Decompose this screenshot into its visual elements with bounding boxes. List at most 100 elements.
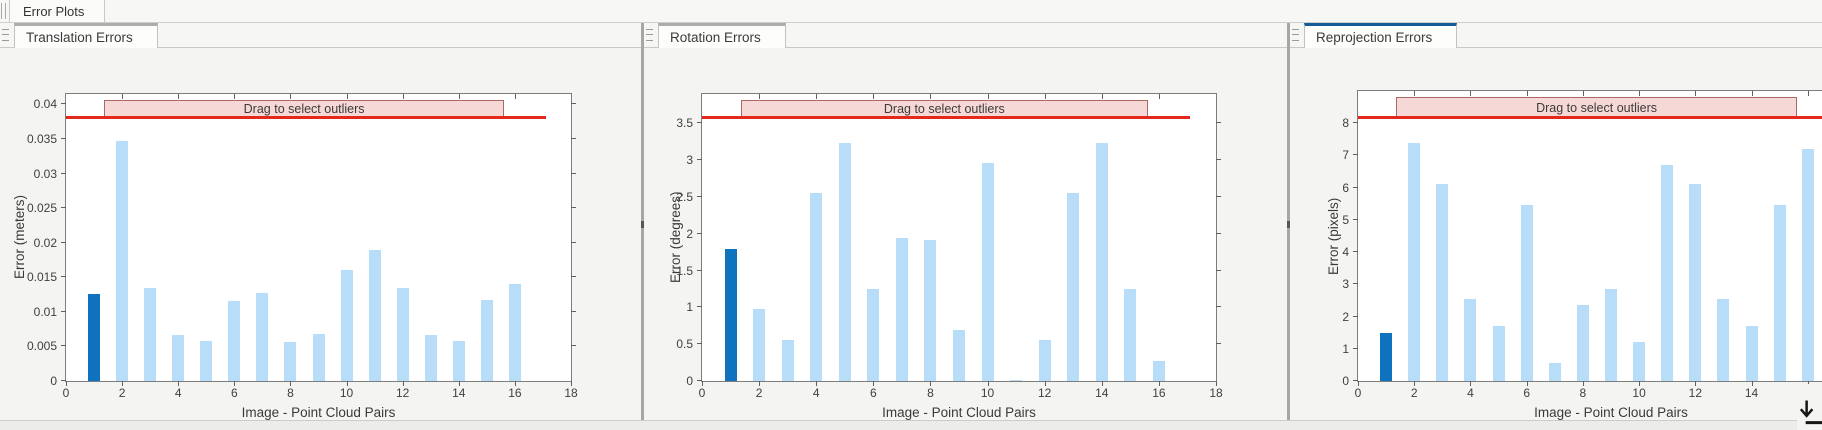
x-tick-mark: [122, 381, 124, 386]
bar-pair-14[interactable]: [1095, 142, 1108, 381]
bar-pair-15[interactable]: [1773, 205, 1786, 381]
x-tick-mark-top: [1526, 91, 1528, 96]
bar-pair-9[interactable]: [953, 329, 965, 381]
y-tick-mark: [1353, 218, 1358, 220]
bar-pair-16[interactable]: [1801, 149, 1814, 381]
bar-pair-4[interactable]: [810, 192, 823, 381]
outlier-threshold-line[interactable]: [702, 116, 1191, 120]
y-tick-mark: [61, 207, 66, 209]
panel-divider[interactable]: [641, 23, 644, 430]
x-tick-mark-top: [234, 94, 236, 99]
main-tab-grip-icon[interactable]: [1, 3, 6, 19]
bar-pair-5[interactable]: [200, 340, 213, 381]
bar-pair-2[interactable]: [753, 308, 766, 381]
tab-translation-errors[interactable]: Translation Errors: [14, 23, 158, 48]
rotation-plot-area: Drag to select outliers 0 0.5 1 1.5 2 2.5 3 3.5 0…: [676, 93, 1223, 400]
bar-pair-6[interactable]: [1520, 205, 1533, 381]
bar-pair-13[interactable]: [1717, 298, 1730, 381]
y-tick-mark-right: [1216, 196, 1221, 198]
bar-pair-3[interactable]: [781, 339, 794, 381]
bar-pair-12[interactable]: [1689, 184, 1702, 381]
y-tick-label: 0.025: [26, 201, 57, 216]
bar-pair-9[interactable]: [312, 333, 325, 381]
tab-error-plots[interactable]: Error Plots: [9, 0, 106, 22]
y-tick-mark-right: [1216, 122, 1221, 124]
bar-pair-1[interactable]: [724, 248, 737, 381]
bar-pair-1[interactable]: [88, 293, 101, 381]
y-tick-mark: [1353, 154, 1358, 156]
y-tick-mark: [1353, 283, 1358, 285]
bar-pair-12[interactable]: [1038, 339, 1051, 381]
bar-pair-9[interactable]: [1605, 289, 1617, 381]
bar-pair-7[interactable]: [895, 237, 908, 381]
bar-pair-7[interactable]: [1548, 363, 1561, 381]
panel-reprojection-errors: Reprojection Errors Error (pixels) Drag …: [1290, 23, 1822, 430]
tab-reprojection-errors[interactable]: Reprojection Errors: [1304, 23, 1458, 48]
scroll-down-arrow-icon[interactable]: [1797, 384, 1822, 430]
bar-pair-10[interactable]: [340, 270, 353, 381]
outlier-threshold-line[interactable]: [1358, 116, 1822, 120]
divider-handle[interactable]: [641, 221, 644, 228]
rotation-x-axis-label: Image - Point Cloud Pairs: [882, 405, 1036, 420]
drag-select-outliers-banner[interactable]: Drag to select outliers: [1395, 97, 1798, 119]
bar-pair-5[interactable]: [838, 142, 851, 381]
drag-select-outliers-banner[interactable]: Drag to select outliers: [740, 100, 1149, 119]
bar-pair-8[interactable]: [924, 239, 937, 381]
bar-pair-11[interactable]: [1010, 379, 1023, 381]
bar-pair-3[interactable]: [144, 287, 157, 381]
bar-pair-10[interactable]: [981, 163, 994, 381]
tab-rotation-errors[interactable]: Rotation Errors: [658, 23, 786, 48]
outlier-threshold-line[interactable]: [66, 116, 546, 120]
x-tick-mark-top: [1414, 91, 1416, 96]
bar-pair-8[interactable]: [284, 342, 297, 381]
bar-pair-11[interactable]: [368, 250, 381, 381]
x-tick-label: 18: [564, 386, 578, 400]
bar-pair-15[interactable]: [480, 300, 493, 381]
y-tick-mark-right: [571, 241, 576, 243]
panel-grip-icon[interactable]: [2, 29, 9, 41]
x-tick-mark: [816, 381, 818, 386]
x-tick-label: 10: [980, 386, 995, 400]
bar-pair-11[interactable]: [1661, 165, 1674, 381]
bar-pair-4[interactable]: [1464, 298, 1477, 381]
x-tick-mark-top: [987, 94, 989, 99]
x-tick-mark: [930, 381, 932, 386]
bar-pair-14[interactable]: [452, 340, 465, 381]
y-tick-label: 1: [686, 300, 693, 315]
panel-grip-icon[interactable]: [1292, 29, 1299, 41]
bar-pair-2[interactable]: [1408, 142, 1421, 381]
divider-handle[interactable]: [1287, 221, 1290, 228]
bar-pair-6[interactable]: [228, 300, 241, 381]
x-tick-mark-top: [1582, 91, 1584, 96]
bar-pair-14[interactable]: [1745, 326, 1758, 381]
bar-pair-10[interactable]: [1633, 342, 1646, 381]
bar-pair-15[interactable]: [1124, 289, 1137, 381]
bar-pair-6[interactable]: [867, 289, 880, 381]
bar-pair-4[interactable]: [172, 334, 185, 381]
y-tick-label: 1: [1342, 341, 1349, 356]
figure-panels: Translation Errors Error (meters) Drag t…: [0, 23, 1822, 430]
translation-plot-area: Drag to select outliers 0 0.005 0.01 0.015 0.…: [27, 93, 578, 400]
bar-pair-16[interactable]: [1152, 361, 1165, 381]
x-tick-mark: [1044, 381, 1046, 386]
x-tick-label: 8: [287, 386, 294, 400]
bar-pair-16[interactable]: [508, 284, 521, 381]
y-tick-mark-right: [571, 103, 576, 105]
bar-pair-13[interactable]: [424, 334, 437, 381]
x-tick-label: 4: [1467, 386, 1474, 400]
y-tick-mark: [1353, 380, 1358, 381]
bar-pair-2[interactable]: [116, 141, 129, 381]
x-tick-mark-top: [402, 94, 404, 99]
bar-pair-1[interactable]: [1380, 332, 1393, 381]
x-tick-label: 10: [339, 386, 354, 400]
bar-pair-7[interactable]: [256, 293, 269, 381]
panel-grip-icon[interactable]: [646, 29, 653, 41]
bar-pair-13[interactable]: [1067, 192, 1080, 381]
y-tick-mark: [61, 345, 66, 347]
bar-pair-5[interactable]: [1492, 326, 1505, 381]
bar-pair-8[interactable]: [1576, 305, 1589, 381]
bar-pair-3[interactable]: [1436, 184, 1449, 381]
panel-divider[interactable]: [1287, 23, 1290, 430]
bar-pair-12[interactable]: [396, 287, 409, 381]
y-tick-label: 2.5: [676, 190, 693, 205]
